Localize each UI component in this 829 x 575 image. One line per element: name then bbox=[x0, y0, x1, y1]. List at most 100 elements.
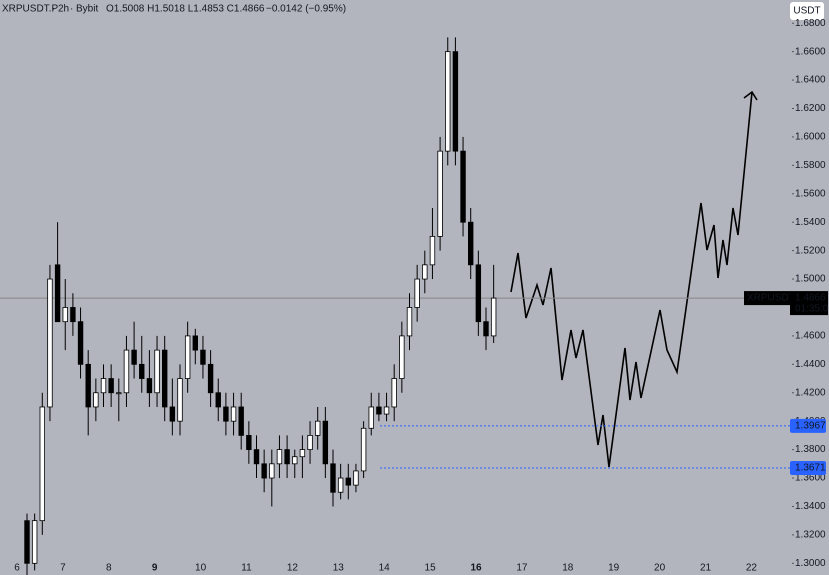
candle-body bbox=[314, 420, 321, 436]
x-tick-label: 14 bbox=[379, 563, 391, 574]
candle-body bbox=[269, 463, 275, 479]
candle-body bbox=[475, 264, 482, 323]
interval: 2h bbox=[58, 4, 69, 15]
candle-body bbox=[47, 278, 53, 408]
candle-body bbox=[192, 335, 198, 351]
candle-body bbox=[131, 349, 137, 365]
y-tick-label: 1.5400 bbox=[795, 217, 826, 228]
x-tick-label: 13 bbox=[333, 563, 345, 574]
candle-body bbox=[399, 335, 405, 379]
x-tick-label: 22 bbox=[746, 563, 758, 574]
y-tick-label: 1.3800 bbox=[795, 444, 826, 455]
candle-body bbox=[429, 236, 436, 266]
candle-body bbox=[284, 449, 290, 465]
candle-body bbox=[246, 434, 252, 451]
projection-path bbox=[510, 91, 753, 468]
candle-body bbox=[39, 406, 45, 522]
candle-body bbox=[207, 363, 214, 394]
candle-body bbox=[200, 349, 206, 365]
interval: · bbox=[52, 4, 55, 15]
exchange: Bybit bbox=[76, 4, 98, 15]
candle-body bbox=[223, 406, 229, 422]
candle-body bbox=[422, 264, 428, 280]
y-tick-label: 1.6800 bbox=[795, 18, 826, 29]
y-tick-label: 1.4600 bbox=[795, 331, 826, 342]
y-tick-label: 1.4200 bbox=[795, 387, 826, 398]
candle-body bbox=[62, 307, 68, 323]
change: −0.0142 (−0.95%) bbox=[266, 4, 346, 15]
ohlc: O1.5008 H1.5018 L1.4853 C1.4866 bbox=[106, 4, 265, 15]
symbol-badge bbox=[744, 291, 790, 306]
x-tick-label: 11 bbox=[241, 563, 252, 574]
y-tick-label: 1.5800 bbox=[795, 160, 826, 171]
candle-body bbox=[337, 477, 344, 493]
x-tick-label: 12 bbox=[287, 563, 299, 574]
candle-body bbox=[161, 349, 168, 408]
y-tick-label: 1.5600 bbox=[795, 188, 826, 199]
x-tick-label: 10 bbox=[195, 563, 207, 574]
level-badge bbox=[790, 460, 826, 475]
candle-body bbox=[452, 51, 459, 152]
x-tick-label: 20 bbox=[654, 563, 666, 574]
candle-body bbox=[490, 297, 497, 337]
candle-body bbox=[139, 363, 145, 379]
x-tick-label: 9 bbox=[152, 563, 158, 574]
y-tick-label: 1.6000 bbox=[795, 132, 826, 143]
price-label: 1.4866 bbox=[795, 293, 826, 304]
candle-body bbox=[85, 363, 91, 408]
y-tick-label: 1.6600 bbox=[795, 46, 826, 57]
level-badge bbox=[790, 418, 826, 433]
candle-body bbox=[445, 51, 451, 152]
x-tick-label: 19 bbox=[608, 563, 620, 574]
candle-body bbox=[391, 378, 397, 408]
candle-body bbox=[460, 150, 466, 223]
candle-body bbox=[77, 321, 84, 365]
y-tick-label: 1.6200 bbox=[795, 103, 826, 114]
y-tick-label: 1.5200 bbox=[795, 245, 826, 256]
x-tick-label: 18 bbox=[562, 563, 574, 574]
candle-body bbox=[154, 349, 160, 394]
level-label: 1.3967 bbox=[795, 421, 826, 432]
candle-body bbox=[70, 307, 76, 323]
candle-body bbox=[414, 278, 420, 308]
candle-body bbox=[116, 392, 122, 395]
sep: · bbox=[70, 4, 73, 15]
candle-body bbox=[108, 378, 114, 394]
price-badge bbox=[790, 291, 828, 316]
currency-button[interactable] bbox=[790, 2, 824, 20]
y-tick-label: 1.6400 bbox=[795, 75, 826, 86]
candle-body bbox=[215, 392, 221, 408]
x-tick-label: 21 bbox=[700, 563, 712, 574]
candle-body bbox=[292, 456, 298, 465]
y-tick-label: 1.4400 bbox=[795, 359, 826, 370]
candle-body bbox=[299, 449, 306, 458]
candle-body bbox=[467, 221, 474, 266]
y-tick-label: 1.5000 bbox=[795, 274, 826, 285]
candle-body bbox=[368, 406, 374, 429]
candle-body bbox=[93, 392, 99, 408]
candle-body bbox=[483, 321, 489, 337]
header: XRPUSDT.P · 2h · Bybit O1.5008 H1.5018 L… bbox=[2, 4, 346, 15]
candle-body bbox=[24, 520, 30, 564]
candle-body bbox=[345, 477, 351, 486]
level-label: 1.3671 bbox=[795, 463, 826, 474]
candle-body bbox=[360, 427, 367, 472]
x-tick-label: 15 bbox=[425, 563, 437, 574]
candle-body bbox=[169, 406, 176, 422]
candle-body bbox=[31, 520, 38, 564]
candle-body bbox=[54, 264, 61, 323]
candle-body bbox=[276, 449, 283, 465]
arrow-head bbox=[743, 90, 758, 101]
candle-body bbox=[437, 150, 443, 237]
symbol: XRPUSDT.P bbox=[2, 4, 58, 15]
candle-body bbox=[238, 406, 244, 436]
candle-body bbox=[406, 307, 413, 337]
candle-body bbox=[322, 420, 329, 465]
currency-label[interactable]: USDT bbox=[793, 6, 820, 17]
countdown-label: 01:35:06 bbox=[795, 304, 829, 315]
candle-body bbox=[307, 434, 313, 451]
candle-body bbox=[253, 449, 260, 465]
x-tick-label: 8 bbox=[106, 563, 112, 574]
candle-body bbox=[177, 378, 183, 422]
